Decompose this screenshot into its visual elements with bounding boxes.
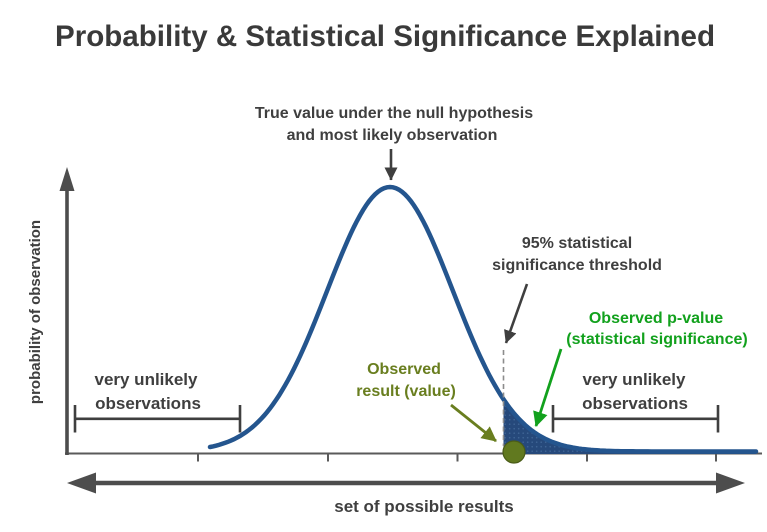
null-hypothesis-label-line2: and most likely observation	[287, 127, 498, 144]
observed-result-arrow	[450, 403, 497, 443]
left-range-bracket	[73, 405, 242, 433]
x-range-arrowhead-right-icon	[716, 472, 745, 494]
threshold-label-line2: significance threshold	[492, 257, 662, 274]
observed-result-label-line1: Observed	[367, 361, 441, 378]
x-range-arrowhead-left-icon	[67, 472, 96, 494]
p-value-label-line2: (statistical significance)	[566, 331, 747, 348]
page-title: Probability & Statistical Significance E…	[55, 20, 715, 53]
null-hypothesis-label-line1: True value under the null hypothesis	[255, 105, 533, 122]
p-value-area	[503, 399, 756, 454]
unlikely-left-label-line1: very unlikely	[94, 370, 198, 389]
threshold-label-line1: 95% statistical	[522, 235, 632, 252]
unlikely-right-label-line1: very unlikely	[582, 370, 686, 389]
p-value-label-line1: Observed p-value	[589, 310, 723, 327]
y-axis-label: probability of observation	[27, 220, 44, 404]
threshold-arrow	[504, 283, 529, 344]
unlikely-right-label-line2: observations	[582, 394, 688, 413]
bell-curve	[207, 184, 759, 454]
x-axis-ticks	[197, 453, 717, 462]
observed-result-dot	[502, 440, 526, 464]
right-range-bracket	[551, 405, 720, 433]
x-axis-label: set of possible results	[334, 497, 514, 516]
p-value-arrow	[533, 348, 563, 427]
observed-result-label-line2: result (value)	[356, 383, 456, 400]
unlikely-left-label-line2: observations	[95, 394, 201, 413]
y-axis-arrowhead-icon	[59, 167, 75, 191]
